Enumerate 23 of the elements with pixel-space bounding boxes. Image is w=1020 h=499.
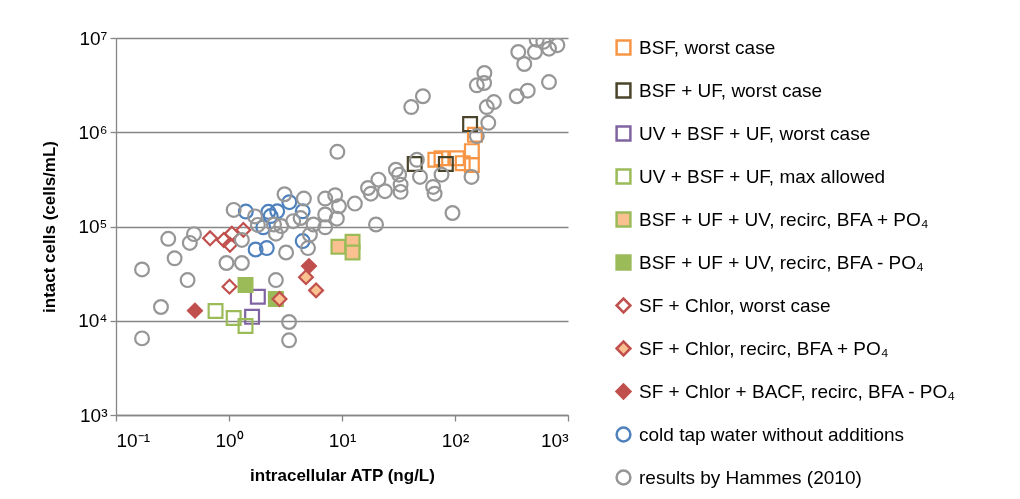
legend-label: cold tap water without additions bbox=[639, 423, 905, 445]
x-tick-label: 10³ bbox=[541, 429, 569, 451]
legend-label: BSF, worst case bbox=[639, 36, 776, 58]
legend-label: BSF + UF, worst case bbox=[639, 79, 823, 101]
x-axis-title: intracellular ATP (ng/L) bbox=[250, 465, 435, 485]
legend-label: UV + BSF + UF, max allowed bbox=[639, 165, 886, 187]
legend-label: UV + BSF + UF, worst case bbox=[639, 122, 871, 144]
y-tick-label: 10⁵ bbox=[78, 216, 108, 237]
x-tick-label: 10¹ bbox=[328, 429, 357, 451]
y-tick-label: 10⁷ bbox=[79, 27, 108, 49]
legend-label: BSF + UF + UV, recirc, BFA + PO₄ bbox=[639, 208, 929, 230]
y-axis-title: intact cells (cells/mL) bbox=[40, 141, 60, 313]
x-tick-label: 10⁰ bbox=[215, 429, 244, 451]
x-tick-label: 10⁻¹ bbox=[116, 429, 150, 451]
legend-label: SF + Chlor, recirc, BFA + PO₄ bbox=[639, 337, 889, 359]
legend-label: SF + Chlor, worst case bbox=[639, 294, 831, 316]
legend-label: results by Hammes (2010) bbox=[639, 466, 862, 488]
y-tick-label: 10³ bbox=[80, 404, 108, 426]
y-tick-label: 10⁶ bbox=[78, 121, 108, 143]
legend-label: SF + Chlor + BACF, recirc, BFA - PO₄ bbox=[639, 380, 956, 402]
legend-label: BSF + UF + UV, recirc, BFA - PO₄ bbox=[639, 251, 924, 273]
y-tick-label: 10⁴ bbox=[78, 310, 108, 332]
x-tick-label: 10² bbox=[441, 429, 470, 451]
